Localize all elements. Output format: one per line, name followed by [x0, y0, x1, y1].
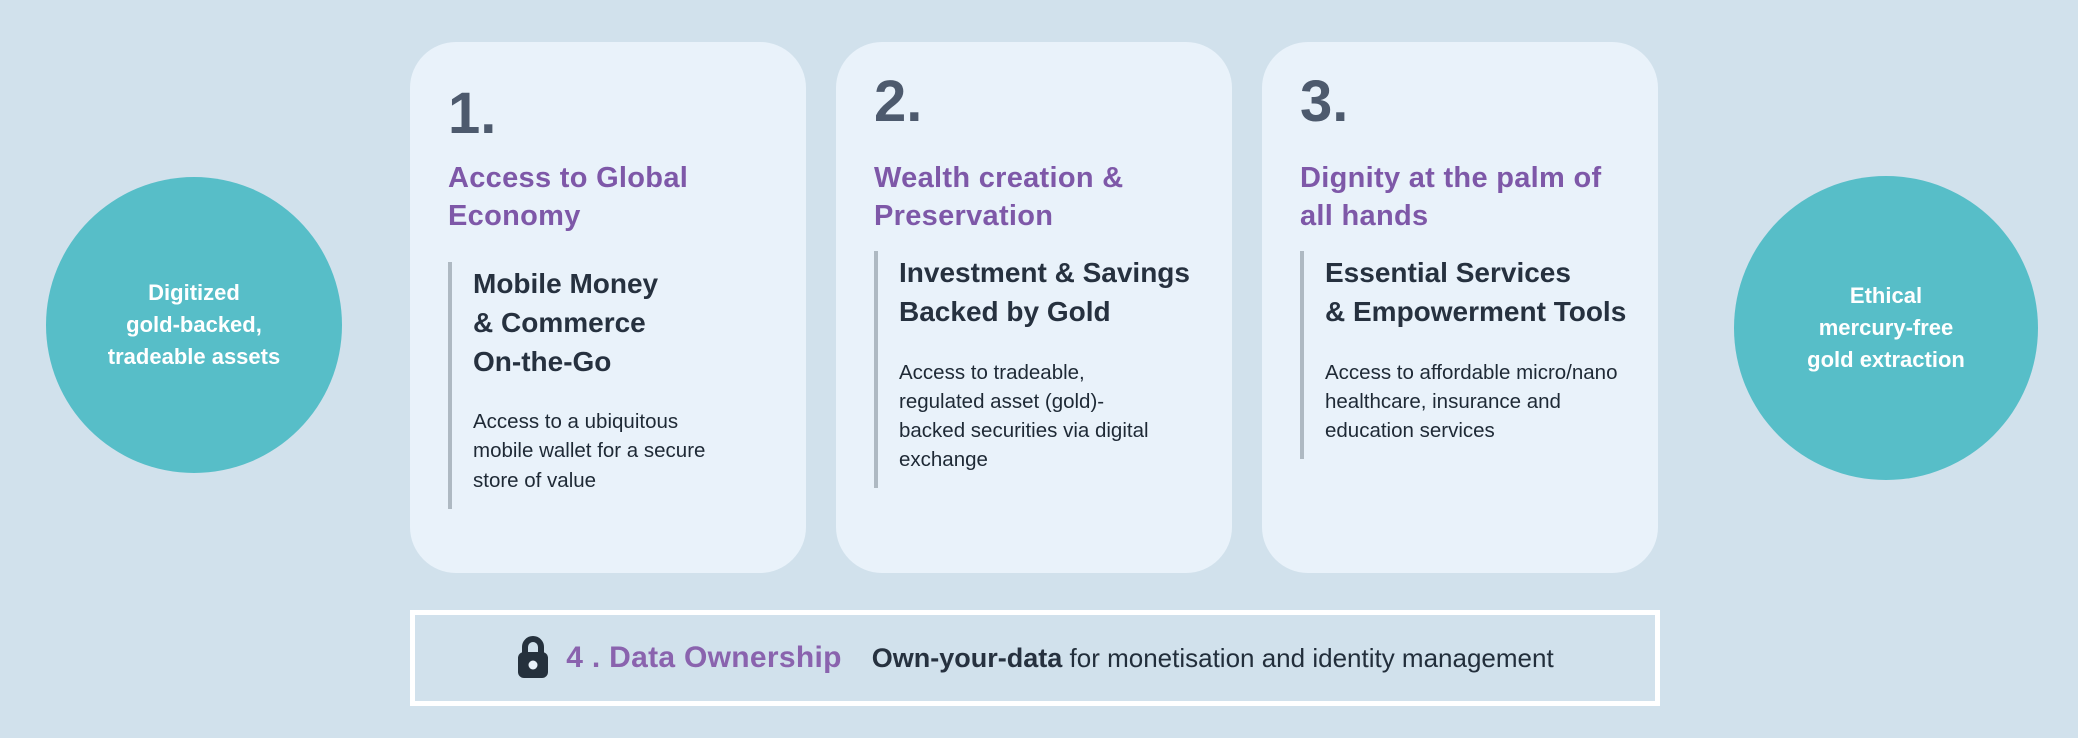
- card-subtitle: Investment & Savings Backed by Gold: [899, 257, 1190, 328]
- data-ownership-banner: 4 . Data Ownership Own-your-data for mon…: [410, 610, 1660, 706]
- cards-row: 1. Access to Global Economy Mobile Money…: [410, 42, 1658, 573]
- right-circle-text: Ethical mercury-free gold extraction: [1807, 283, 1965, 372]
- left-circle-badge: Digitized gold-backed, tradeable assets: [46, 177, 342, 473]
- card-description: Access to a ubiquitous mobile wallet for…: [473, 410, 706, 492]
- card-content-block: Investment & Savings Backed by Gold Acce…: [874, 251, 1212, 489]
- banner-emphasis: Own-your-data: [871, 642, 1063, 673]
- card-description: Access to tradeable, regulated asset (go…: [899, 360, 1149, 471]
- card-wealth-creation: 2. Wealth creation & Preservation Invest…: [836, 42, 1232, 573]
- card-title: Dignity at the palm of all hands: [1300, 161, 1602, 233]
- card-number: 3.: [1300, 69, 1349, 134]
- card-title: Access to Global Economy: [448, 161, 689, 233]
- banner-text: Own-your-data for monetisation and ident…: [872, 643, 1554, 674]
- card-description: Access to affordable micro/nano healthca…: [1325, 360, 1618, 442]
- lock-icon: [518, 636, 549, 678]
- card-subtitle: Mobile Money & Commerce On-the-Go: [473, 268, 659, 377]
- left-circle-text: Digitized gold-backed, tradeable assets: [107, 280, 281, 369]
- card-content-block: Mobile Money & Commerce On-the-Go Access…: [448, 262, 786, 509]
- card-dignity: 3. Dignity at the palm of all hands Esse…: [1262, 42, 1658, 573]
- card-number: 1.: [448, 81, 497, 146]
- card-number: 2.: [874, 69, 923, 134]
- card-subtitle: Essential Services & Empowerment Tools: [1325, 257, 1627, 328]
- right-circle-badge: Ethical mercury-free gold extraction: [1734, 176, 2038, 480]
- banner-rest: for monetisation and identity management: [1069, 642, 1554, 673]
- card-title: Wealth creation & Preservation: [874, 161, 1124, 233]
- card-access-global-economy: 1. Access to Global Economy Mobile Money…: [410, 42, 806, 573]
- card-content-block: Essential Services & Empowerment Tools A…: [1300, 251, 1638, 459]
- banner-heading: 4 . Data Ownership: [566, 641, 842, 674]
